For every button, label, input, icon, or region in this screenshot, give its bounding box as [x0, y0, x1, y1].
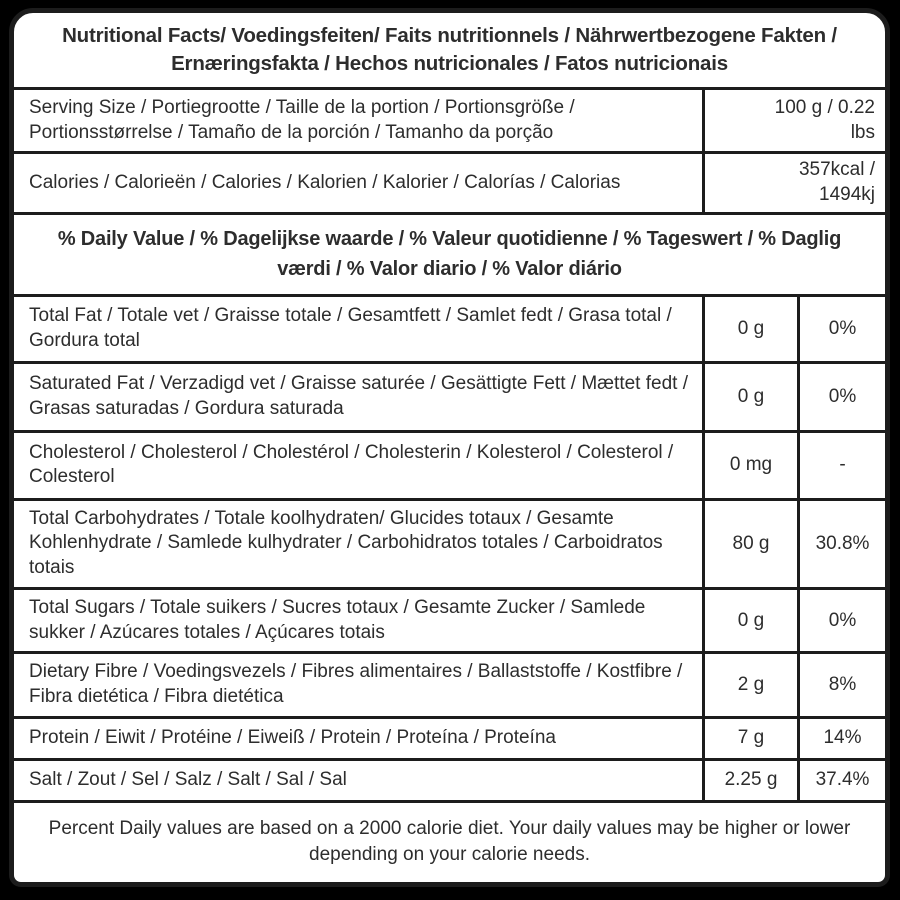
nutrition-label: Nutritional Facts/ Voedingsfeiten/ Faits… — [9, 8, 890, 887]
nutrient-amount: 0 g — [702, 589, 797, 652]
nutrient-daily-value: 0% — [797, 363, 885, 430]
label-title-row: Nutritional Facts/ Voedingsfeiten/ Faits… — [14, 13, 885, 90]
footer-note-row: Percent Daily values are based on a 2000… — [14, 803, 885, 882]
nutrient-label: Total Fat / Totale vet / Graisse totale … — [29, 305, 672, 351]
nutrient-amount: 2 g — [702, 654, 797, 716]
nutrient-label: Cholesterol / Cholesterol / Cholestérol … — [29, 441, 674, 488]
calories-value-text: 357kcal / 1494kj — [798, 159, 875, 206]
nutrient-amount: 0 mg — [702, 432, 797, 498]
nutrient-label: Total Carbohydrates / Totale koolhydrate… — [29, 507, 663, 579]
nutrient-amount: 2.25 g — [702, 760, 797, 800]
nutrient-daily-value: 37.4% — [797, 760, 885, 800]
calories-row: Calories / Calorieën / Calories / Kalori… — [14, 154, 885, 215]
footer-note: Percent Daily values are based on a 2000… — [48, 817, 851, 866]
serving-size-label: Serving Size / Portiegrootte / Taille de… — [29, 97, 575, 143]
serving-size-value: 100 g / 0.22 lbs — [702, 90, 885, 152]
table-row-salt: Salt / Zout / Sel / Salz / Salt / Sal / … — [14, 760, 885, 803]
nutrient-amount: 80 g — [702, 500, 797, 587]
nutrient-daily-value: 0% — [797, 589, 885, 652]
table-row-saturated-fat: Saturated Fat / Verzadigd vet / Graisse … — [14, 363, 885, 433]
nutrient-amount: 0 g — [702, 363, 797, 430]
nutrient-label: Saturated Fat / Verzadigd vet / Graisse … — [29, 373, 688, 419]
serving-size-row: Serving Size / Portiegrootte / Taille de… — [14, 90, 885, 155]
calories-label: Calories / Calorieën / Calories / Kalori… — [29, 171, 621, 193]
table-row-protein: Protein / Eiwit / Protéine / Eiweiß / Pr… — [14, 718, 885, 761]
table-row-total-carbohydrates: Total Carbohydrates / Totale koolhydrate… — [14, 500, 885, 590]
nutrient-label: Dietary Fibre / Voedingsvezels / Fibres … — [29, 661, 683, 707]
nutrient-amount: 7 g — [702, 718, 797, 758]
nutrient-daily-value: - — [797, 432, 885, 498]
table-row-total-sugars: Total Sugars / Totale suikers / Sucres t… — [14, 589, 885, 655]
nutrient-label: Protein / Eiwit / Protéine / Eiweiß / Pr… — [29, 726, 556, 748]
nutrient-daily-value: 30.8% — [797, 500, 885, 587]
nutrient-daily-value: 0% — [797, 296, 885, 361]
calories-value: 357kcal / 1494kj — [702, 154, 885, 212]
nutrient-amount: 0 g — [702, 296, 797, 361]
nutrient-label: Total Sugars / Totale suikers / Sucres t… — [29, 596, 646, 643]
nutrient-daily-value: 14% — [797, 718, 885, 758]
table-row-cholesterol: Cholesterol / Cholesterol / Cholestérol … — [14, 432, 885, 501]
nutrient-label: Salt / Zout / Sel / Salz / Salt / Sal / … — [29, 768, 347, 790]
daily-value-header: % Daily Value / % Dagelijkse waarde / % … — [57, 228, 842, 281]
label-title: Nutritional Facts/ Voedingsfeiten/ Faits… — [62, 23, 837, 75]
table-row-total-fat: Total Fat / Totale vet / Graisse totale … — [14, 296, 885, 364]
table-row-dietary-fibre: Dietary Fibre / Voedingsvezels / Fibres … — [14, 654, 885, 719]
nutrient-daily-value: 8% — [797, 654, 885, 716]
serving-size-value-text: 100 g / 0.22 lbs — [774, 97, 875, 143]
daily-value-header-row: % Daily Value / % Dagelijkse waarde / % … — [14, 215, 885, 297]
